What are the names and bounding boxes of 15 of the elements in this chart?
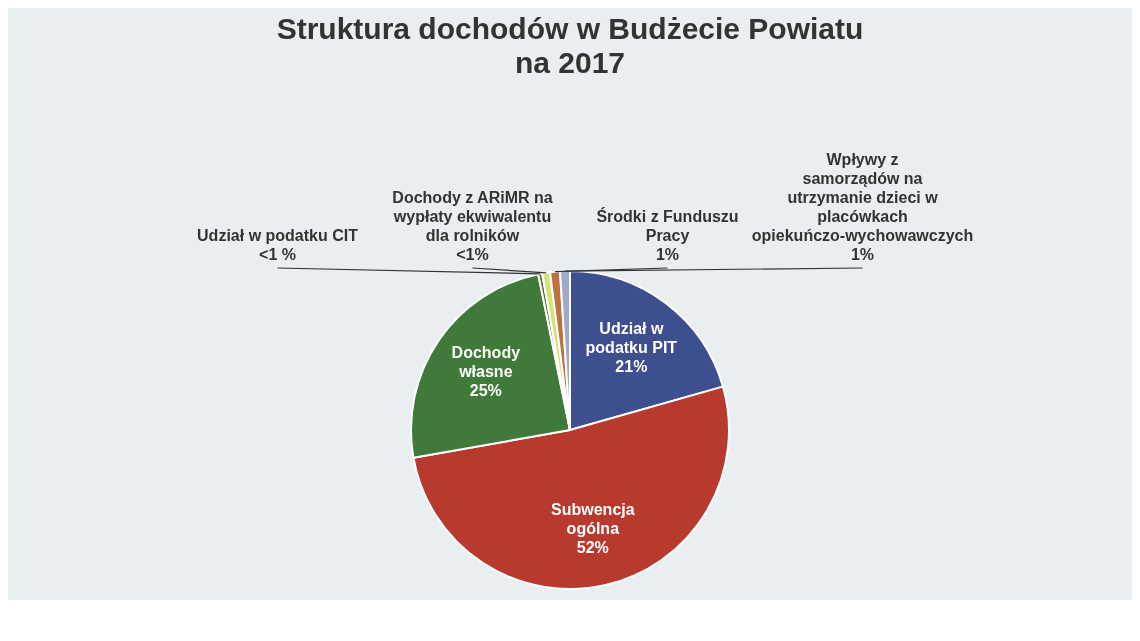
data-label: <1 % [259,246,296,264]
slice-label: Wpływy z samorządów na utrzymanie dzieci w placówkach opiekuńczo-wychowawczych [751,151,974,245]
slice-label: Udział w podatku PIT [585,320,678,357]
chart-title: Struktura dochodów w Budżecie Powiatu na 2017 [275,11,865,80]
data-label: <1% [456,246,489,264]
data-label: 21% [615,358,648,376]
data-label: 1% [850,246,875,264]
slice-label: Dochody własne [451,344,521,381]
data-label: 1% [655,246,680,264]
slice-label: Subwencja ogólna [551,500,635,537]
data-label: 25% [469,382,502,400]
slice-label: Dochody z ARiMR na wypłaty ekwiwalentu dla rolników [392,189,553,245]
slice-label: Udział w podatku CIT [197,227,359,245]
slice-label: Środki z Funduszu Pracy [596,207,739,245]
data-label: 52% [576,538,609,556]
